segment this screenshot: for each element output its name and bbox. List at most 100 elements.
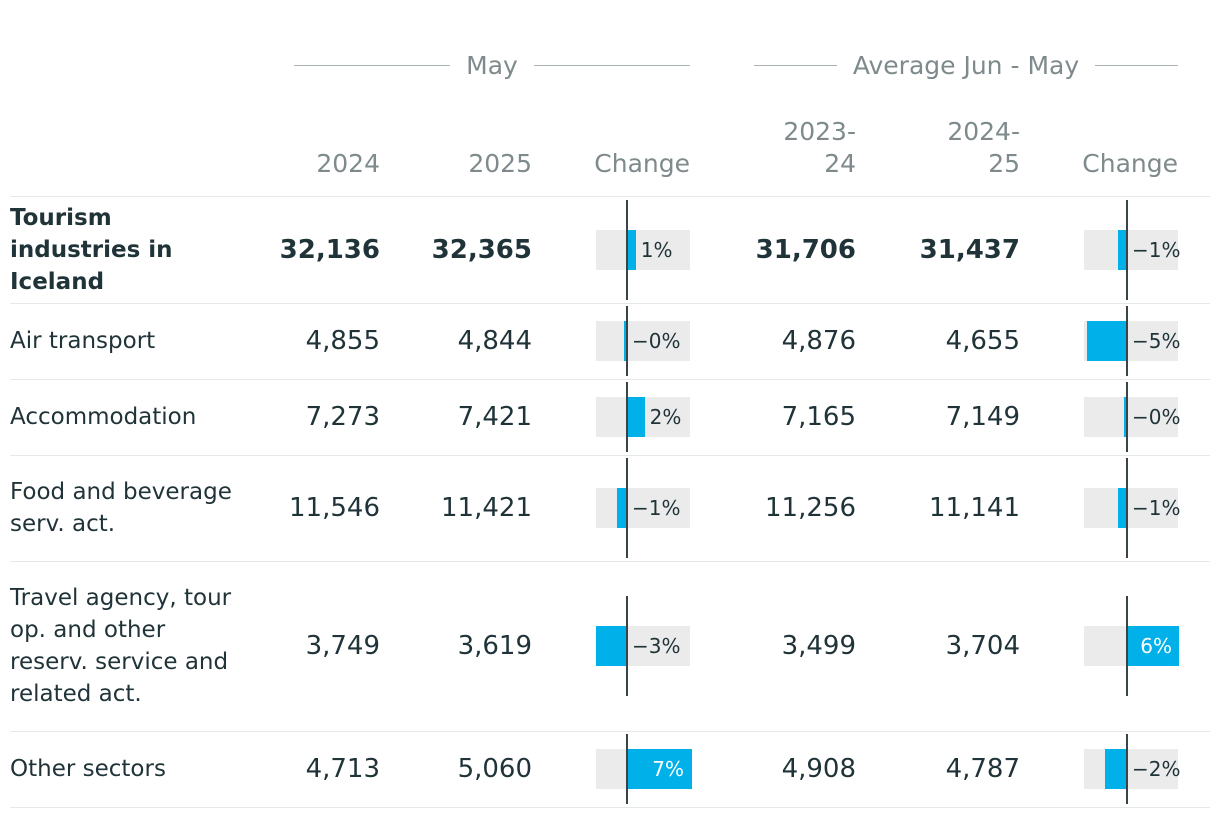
- column-header-may-2025: 2025: [468, 149, 532, 178]
- value-may-2025: 3,619: [457, 631, 532, 661]
- change-cell-avg: −1%: [1084, 230, 1181, 270]
- change-label-may: 7%: [652, 757, 684, 781]
- table-row: Food and beverage serv. act. 11,546 11,421…: [0, 455, 1220, 561]
- value-may-2025: 32,365: [431, 235, 532, 265]
- table-row: Travel agency, tour op. and other reserv…: [0, 561, 1220, 731]
- value-avg-2023-24: 4,908: [781, 754, 856, 784]
- change-label-avg: −2%: [1132, 757, 1181, 781]
- row-label: Food and beverage serv. act.: [10, 479, 232, 537]
- value-avg-2024-25: 31,437: [919, 235, 1020, 265]
- zero-axis-may: [626, 734, 628, 804]
- change-label-may: −1%: [632, 496, 681, 520]
- row-label: Travel agency, tour op. and other reserv…: [10, 585, 232, 707]
- change-bar-avg: [1118, 230, 1127, 270]
- group-title-may: May: [466, 50, 518, 80]
- change-cell-may: 2%: [596, 397, 690, 437]
- value-avg-2023-24: 3,499: [781, 631, 856, 661]
- value-may-2025: 5,060: [457, 754, 532, 784]
- value-may-2025: 4,844: [457, 326, 532, 356]
- value-avg-2024-25: 11,141: [929, 493, 1020, 523]
- table-row: Air transport 4,855 4,844 4,876 4,655 −0% −5%: [0, 303, 1220, 379]
- row-divider: [10, 807, 1210, 808]
- table-row: Other sectors 4,713 5,060 4,908 4,787 7% −2%: [0, 731, 1220, 807]
- row-label: Accommodation: [10, 404, 197, 430]
- group-rule-left: [754, 64, 837, 66]
- value-may-2025: 11,421: [441, 493, 532, 523]
- value-may-2024: 4,713: [305, 754, 380, 784]
- change-cell-may: −0%: [596, 321, 690, 361]
- value-avg-2023-24: 4,876: [781, 326, 856, 356]
- column-header-avg-2024-25: 2024- 25: [947, 117, 1020, 178]
- change-bar-may: [627, 397, 645, 437]
- value-avg-2023-24: 7,165: [781, 402, 856, 432]
- change-cell-avg: −1%: [1084, 488, 1181, 528]
- row-label: Tourism industries in Iceland: [10, 205, 173, 295]
- change-bar-may: [627, 230, 636, 270]
- change-label-may: 2%: [649, 405, 682, 429]
- value-avg-2024-25: 4,787: [945, 754, 1020, 784]
- change-cell-may: −1%: [596, 488, 690, 528]
- value-avg-2024-25: 7,149: [945, 402, 1020, 432]
- zero-axis-avg: [1126, 306, 1128, 376]
- group-header-may: May: [294, 50, 690, 80]
- change-cell-avg: −5%: [1084, 321, 1181, 361]
- table-row: Accommodation 7,273 7,421 7,165 7,149 2% −0%: [0, 379, 1220, 455]
- change-label-avg: −1%: [1132, 496, 1181, 520]
- change-cell-avg: 6%: [1084, 626, 1179, 666]
- value-may-2024: 32,136: [279, 235, 380, 265]
- value-may-2024: 11,546: [289, 493, 380, 523]
- change-bar-avg: [1105, 749, 1127, 789]
- row-divider: [10, 731, 1210, 732]
- change-cell-may: 1%: [596, 230, 690, 270]
- change-cell-avg: −0%: [1084, 397, 1181, 437]
- value-avg-2023-24: 31,706: [755, 235, 856, 265]
- change-bar-may: [617, 488, 627, 528]
- table-row: Tourism industries in Iceland 32,136 32,36…: [0, 197, 1220, 303]
- zero-axis-avg: [1126, 734, 1128, 804]
- row-divider: [10, 455, 1210, 456]
- group-header-average: Average Jun - May: [754, 50, 1178, 80]
- header-divider: [10, 196, 1210, 197]
- value-may-2024: 4,855: [305, 326, 380, 356]
- zero-axis-may: [626, 458, 628, 558]
- value-may-2024: 3,749: [305, 631, 380, 661]
- change-label-may: −3%: [632, 634, 681, 658]
- row-divider: [10, 303, 1210, 304]
- zero-axis-may: [626, 382, 628, 452]
- change-label-avg: −1%: [1132, 238, 1181, 262]
- change-label-avg: −0%: [1132, 405, 1181, 429]
- zero-axis-may: [626, 200, 628, 300]
- value-may-2025: 7,421: [457, 402, 532, 432]
- row-label: Air transport: [10, 328, 156, 354]
- change-label-may: −0%: [632, 329, 681, 353]
- column-header-avg-2023-24: 2023- 24: [783, 117, 856, 178]
- zero-axis-avg: [1126, 596, 1128, 696]
- change-label-avg: −5%: [1132, 329, 1181, 353]
- group-title-average: Average Jun - May: [852, 50, 1080, 80]
- zero-axis-avg: [1126, 458, 1128, 558]
- value-avg-2023-24: 11,256: [765, 493, 856, 523]
- change-bar-may: [624, 321, 627, 361]
- row-divider: [10, 379, 1210, 380]
- group-rule-right: [1095, 64, 1178, 66]
- column-header-may-change: Change: [594, 149, 690, 178]
- change-bar-avg: [1127, 626, 1179, 666]
- zero-axis-avg: [1126, 200, 1128, 300]
- change-bar-avg: [1118, 488, 1127, 528]
- zero-axis-may: [626, 596, 628, 696]
- row-label: Other sectors: [10, 756, 166, 782]
- column-header-may-2024: 2024: [316, 149, 380, 178]
- group-rule-right: [533, 64, 690, 66]
- change-label-avg: 6%: [1140, 634, 1172, 658]
- change-bar-avg: [1087, 321, 1127, 361]
- change-cell-may: 7%: [596, 749, 693, 789]
- row-divider: [10, 561, 1210, 562]
- value-may-2024: 7,273: [305, 402, 380, 432]
- value-avg-2024-25: 3,704: [945, 631, 1020, 661]
- change-bar-may: [596, 626, 627, 666]
- zero-axis-avg: [1126, 382, 1128, 452]
- change-label-may: 1%: [640, 238, 673, 262]
- zero-axis-may: [626, 306, 628, 376]
- change-bar-avg: [1124, 397, 1127, 437]
- value-avg-2024-25: 4,655: [945, 326, 1020, 356]
